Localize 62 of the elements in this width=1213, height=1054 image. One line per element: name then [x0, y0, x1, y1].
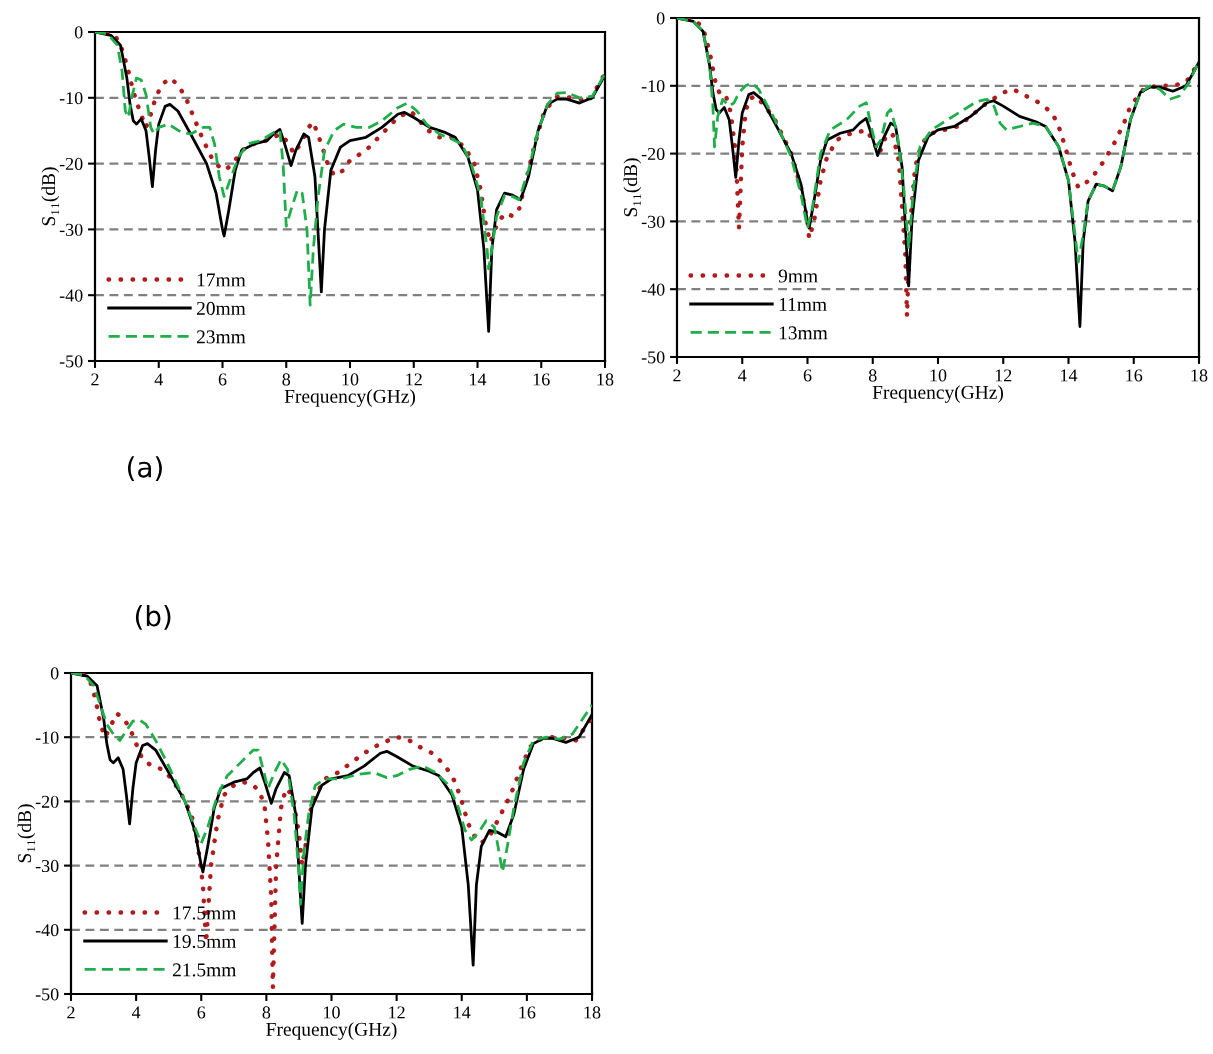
y-tick-label: 0 — [74, 26, 83, 39]
x-tick-label: 10 — [930, 369, 947, 382]
x-tick-label: 8 — [262, 1006, 271, 1019]
x-tick-label: 4 — [738, 369, 747, 382]
x-tick-label: 6 — [803, 369, 812, 382]
legend-label: 23mm — [196, 330, 246, 344]
y-tick-label: -30 — [641, 215, 665, 228]
y-tick-label: -40 — [35, 924, 59, 937]
x-tick-label: 18 — [597, 373, 614, 386]
legend-label: 20mm — [196, 301, 246, 315]
y-tick-label: 0 — [656, 12, 665, 25]
y-axis-title: S₁₁(dB) — [41, 167, 60, 226]
x-tick-label: 2 — [91, 373, 99, 386]
y-tick-label: -50 — [641, 351, 665, 364]
text: (b) — [135, 604, 171, 630]
y-tick-label: -30 — [35, 859, 59, 873]
legend-label: 17.5mm — [173, 906, 237, 920]
x-axis-title: Frequency(GHz) — [266, 1022, 397, 1040]
x-tick-label: 16 — [533, 373, 550, 386]
y-tick-label: 0 — [50, 667, 59, 680]
x-tick-label: 14 — [1061, 369, 1078, 382]
x-tick-label: 14 — [454, 1006, 471, 1019]
x-tick-label: 2 — [67, 1006, 75, 1019]
legend-label: 11mm — [779, 297, 827, 311]
y-tick-label: -10 — [641, 80, 665, 93]
x-tick-label: 12 — [995, 369, 1012, 382]
y-tick-label: -40 — [59, 289, 83, 302]
y-axis-title: S₁₁(dB) — [623, 158, 642, 217]
legend-label: 13mm — [779, 326, 828, 340]
legend-label: 17mm — [197, 273, 246, 287]
x-tick-label: 10 — [342, 373, 359, 386]
y-tick-label: -30 — [59, 223, 83, 236]
y-tick-label: -20 — [641, 147, 665, 161]
y-tick-label: -10 — [59, 92, 83, 105]
legend-label: 9mm — [778, 269, 818, 283]
text: (a) — [127, 456, 162, 481]
x-axis-title: Frequency(GHz) — [872, 385, 1004, 403]
x-tick-label: 8 — [282, 373, 291, 386]
x-tick-label: 4 — [154, 373, 163, 386]
x-tick-label: 18 — [584, 1006, 601, 1019]
y-axis-title: S₁₁(dB) — [17, 804, 36, 863]
x-tick-label: 6 — [197, 1006, 206, 1019]
y-tick-label: -50 — [59, 355, 83, 368]
y-tick-label: -10 — [35, 731, 59, 744]
y-tick-label: -20 — [35, 795, 59, 808]
x-tick-label: 18 — [1191, 369, 1208, 382]
y-tick-label: -20 — [59, 157, 83, 171]
legend-label: 19.5mm — [173, 934, 237, 949]
x-axis-title: Frequency(GHz) — [284, 389, 416, 407]
y-tick-label: -50 — [35, 988, 59, 1001]
x-tick-label: 16 — [519, 1006, 536, 1019]
x-tick-label: 16 — [1126, 369, 1143, 382]
y-tick-label: -40 — [641, 283, 665, 296]
x-tick-label: 12 — [406, 373, 422, 386]
x-tick-label: 14 — [470, 373, 487, 386]
x-tick-label: 10 — [324, 1006, 340, 1019]
x-tick-label: 2 — [673, 369, 681, 382]
legend-label: 21.5mm — [172, 963, 237, 977]
x-tick-label: 8 — [868, 369, 877, 382]
x-tick-label: 6 — [218, 373, 227, 386]
x-tick-label: 12 — [389, 1006, 405, 1019]
x-tick-label: 4 — [131, 1006, 141, 1019]
